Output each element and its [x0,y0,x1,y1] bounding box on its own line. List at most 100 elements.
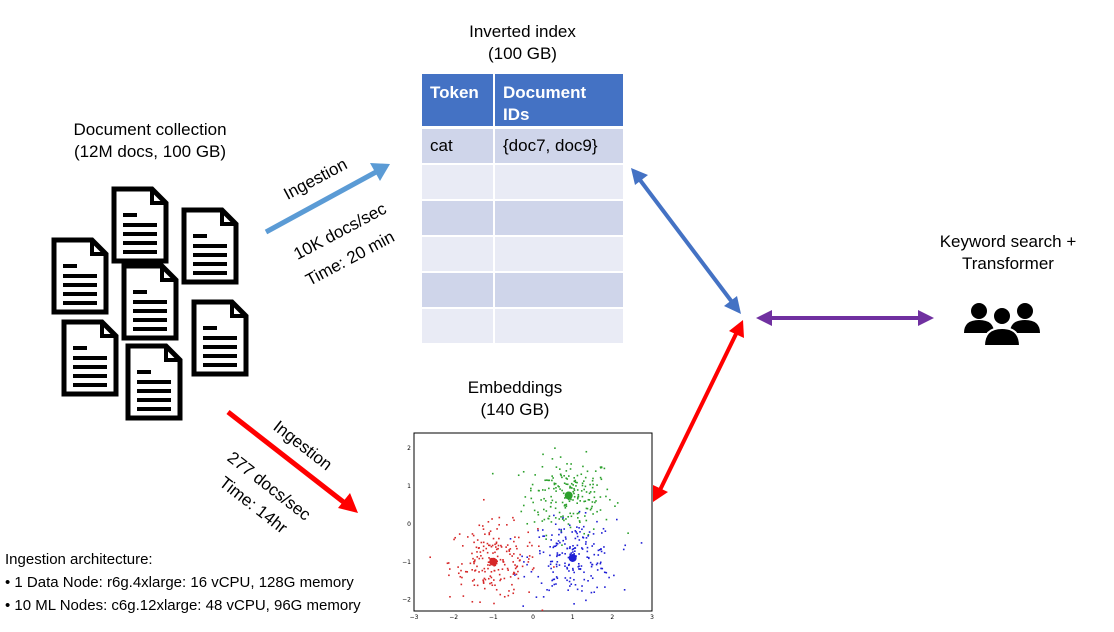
scatter-point [517,557,519,559]
scatter-point [581,585,583,587]
scatter-point [567,515,570,518]
scatter-point [490,571,493,573]
scatter-point [531,556,534,558]
scatter-point [551,479,553,482]
architecture-title: Ingestion architecture: [5,551,153,568]
scatter-point [596,510,598,513]
scatter-point [616,518,618,521]
scatter-point [489,582,491,585]
scatter-point [492,537,495,540]
scatter-point [565,505,568,508]
scatter-point [571,487,573,489]
scatter-point [576,544,579,547]
table-row [422,199,623,237]
scatter-point [572,484,575,486]
scatter-point [551,579,553,582]
scatter-point [498,516,501,519]
scatter-point [605,518,608,521]
scatter-point [491,584,494,587]
x-tick-label: −3 [410,614,419,621]
scatter-point [565,470,568,472]
scatter-point [513,572,516,575]
scatter-point [524,496,527,498]
scatter-point [493,569,496,572]
scatter-point [466,536,469,538]
scatter-point [584,515,586,517]
scatter-point [478,524,481,527]
scatter-point [482,582,485,584]
scatter-point [570,583,573,585]
scatter-point [572,567,574,570]
scatter-point [459,575,462,578]
scatter-point [590,565,593,568]
scatter-point [471,600,474,603]
scatter-point [516,547,518,550]
scatter-point [487,521,490,523]
scatter-point [583,500,585,503]
scatter-point [574,481,577,484]
scatter-point [461,576,463,579]
scatter-point [471,552,473,555]
scatter-point [600,478,603,481]
scatter-point [552,571,554,573]
scatter-point [596,484,598,486]
scatter-point [564,543,566,545]
scatter-point [584,500,587,503]
token-column-header: Token [422,74,495,129]
scatter-point [561,518,564,520]
scatter-point [543,535,546,537]
scatter-point [583,488,585,491]
scatter-point [585,507,588,510]
scatter-point [513,588,515,591]
scatter-point [599,509,602,511]
scatter-point [592,533,595,535]
scatter-point [578,565,580,567]
x-tick-label: 0 [531,614,535,621]
scatter-point [571,531,573,533]
scatter-point [592,483,594,486]
scatter-point [593,543,595,545]
scatter-point [495,588,498,591]
scatter-point [448,568,451,570]
x-tick-label: 3 [650,614,654,621]
y-tick-label: −1 [402,559,411,566]
document-icon [124,266,176,338]
inverted-index-title: Inverted index (100 GB) [420,21,625,65]
scatter-point [565,518,567,520]
scatter-point [576,532,578,535]
scatter-point [523,575,526,578]
scatter-point [531,568,534,571]
scatter-point [553,578,556,581]
scatter-point [482,579,484,582]
scatter-point [561,489,563,492]
scatter-point [473,562,475,565]
scatter-point [508,550,511,552]
scatter-point [558,485,560,488]
scatter-point [567,589,569,591]
scatter-point [454,536,457,539]
x-tick-label: 2 [610,614,614,621]
scatter-point [494,551,496,554]
lower-ingestion-arrow [226,410,358,513]
scatter-point [505,546,507,548]
scatter-point [577,517,579,519]
embedding-link-arrow [653,320,744,502]
scatter-point [568,580,571,583]
scatter-point [498,537,500,540]
scatter-point [563,519,565,522]
scatter-point [596,562,599,565]
document-collection-label: Document collection [73,120,227,139]
scatter-point [515,545,517,548]
scatter-point [548,487,550,490]
scatter-point [564,497,566,499]
scatter-point [494,564,497,567]
scatter-point [577,495,580,498]
scatter-point [556,555,558,558]
scatter-point [473,560,475,563]
scatter-point [572,569,574,571]
scatter-point [483,567,486,570]
scatter-point [512,592,515,595]
scatter-point [543,518,546,521]
document-icon [184,210,236,282]
scatter-point [500,578,502,581]
